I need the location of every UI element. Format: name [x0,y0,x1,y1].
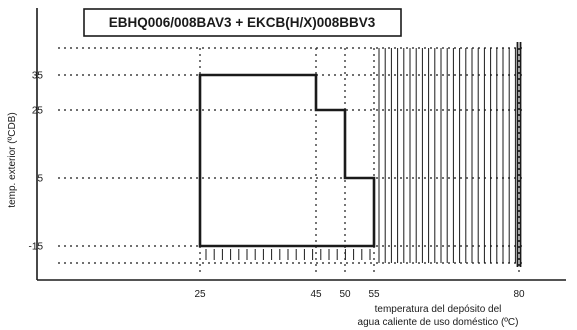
y-tick-label: 35 [32,71,44,82]
x-tick-label: 80 [513,289,525,300]
y-tick-label: 25 [32,106,44,117]
y-tick-label: 5 [37,174,43,185]
x-axis-label-line-2: agua caliente de uso doméstico (ºC) [358,317,519,328]
operating-range [198,73,376,248]
x-tick-label: 25 [194,289,206,300]
x-tick-label: 50 [339,289,351,300]
y-tick-label: -15 [29,242,44,253]
operating-range-outline [198,73,376,248]
x-tick-label: 45 [310,289,322,300]
chart-title: EBHQ006/008BAV3 + EKCB(H/X)008BBV3 [109,15,376,30]
y-axis-label: temp. exterior (ºCDB) [7,112,18,207]
x-tick-label: 55 [368,289,380,300]
x-axis-label-line-1: temperatura del depósito del [375,304,502,315]
guide-lines [58,47,525,276]
axes [36,8,566,281]
chart-title-box: EBHQ006/008BAV3 + EKCB(H/X)008BBV3 [83,8,402,37]
hatched-band [205,42,522,267]
tick-labels: 25 45 50 55 80 35 25 5 -15 [29,71,525,301]
